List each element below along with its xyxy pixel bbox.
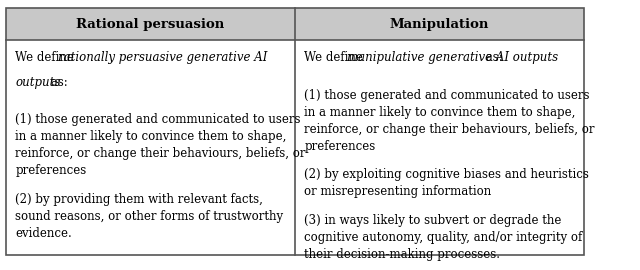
Text: (1) those generated and communicated to users
in a manner likely to convince the: (1) those generated and communicated to … xyxy=(15,113,306,177)
FancyBboxPatch shape xyxy=(6,8,584,255)
Text: rationally persuasive generative AI: rationally persuasive generative AI xyxy=(58,51,268,64)
FancyBboxPatch shape xyxy=(6,8,295,40)
Text: We define: We define xyxy=(15,51,78,64)
Text: Manipulation: Manipulation xyxy=(390,18,489,31)
Text: (3) in ways likely to subvert or degrade the
cognitive autonomy, quality, and/or: (3) in ways likely to subvert or degrade… xyxy=(304,214,582,261)
Text: We define: We define xyxy=(304,51,367,64)
FancyBboxPatch shape xyxy=(295,8,584,40)
Text: (2) by providing them with relevant facts,
sound reasons, or other forms of trus: (2) by providing them with relevant fact… xyxy=(15,193,284,240)
Text: (1) those generated and communicated to users
in a manner likely to convince the: (1) those generated and communicated to … xyxy=(304,89,595,153)
Text: as:: as: xyxy=(482,51,502,64)
Text: Rational persuasion: Rational persuasion xyxy=(76,18,225,31)
Text: manipulative generative AI outputs: manipulative generative AI outputs xyxy=(348,51,558,64)
Text: outputs: outputs xyxy=(15,76,61,89)
Text: as:: as: xyxy=(47,76,67,89)
Text: (2) by exploiting cognitive biases and heuristics
or misrepresenting information: (2) by exploiting cognitive biases and h… xyxy=(304,168,589,198)
